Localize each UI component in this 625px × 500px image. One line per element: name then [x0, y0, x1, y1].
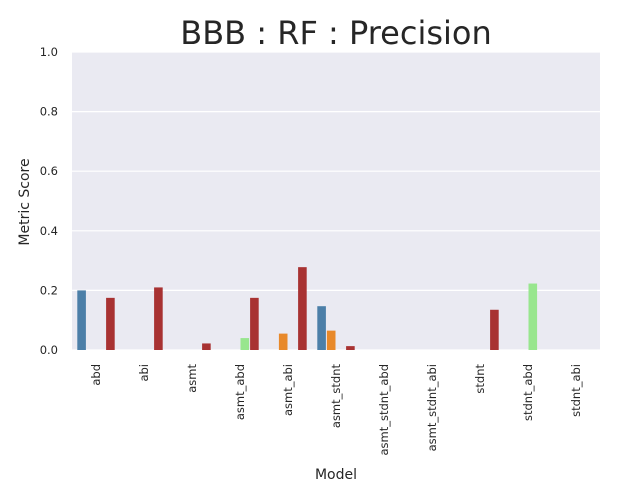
x-tick-label: asmt_stdnt_abd: [377, 364, 391, 456]
y-tick-label: 0.8: [40, 105, 58, 119]
bar-asmt-stdnt-1: [326, 330, 336, 350]
bar-asmt-3: [202, 343, 211, 350]
chart-title: BBB : RF : Precision: [180, 14, 492, 52]
x-tick-label: stdnt: [473, 364, 487, 394]
x-axis-label: Model: [315, 467, 357, 483]
y-axis-label: Metric Score: [17, 158, 33, 245]
x-tick-label: asmt: [185, 364, 199, 393]
bar-stdnt-3: [490, 309, 499, 350]
bar-asmt-abi-1: [278, 333, 288, 350]
bars: [77, 267, 538, 350]
y-tick-label: 0.4: [40, 224, 58, 238]
bar-asmt-stdnt-3: [346, 346, 355, 350]
x-tick-label: stdnt_abi: [569, 364, 583, 417]
bar-abd-0: [77, 290, 86, 350]
bar-abd-3: [106, 297, 115, 350]
plot-background: [72, 52, 600, 350]
x-tick-label: asmt_stdnt: [329, 364, 343, 429]
x-tick-labels: abd abi asmt asmt_abd asmt_abi asmt_stdnt asmt…: [89, 364, 583, 456]
bar-asmt-stdnt-0: [317, 306, 326, 350]
x-tick-label: asmt_abd: [233, 364, 247, 420]
bar-asmt-abd-3: [250, 297, 259, 350]
y-tick-label: 1.0: [40, 45, 58, 59]
x-tick-label: abi: [137, 364, 151, 382]
x-tick-label: stdnt_abd: [521, 364, 535, 421]
x-tick-label: abd: [89, 364, 103, 386]
bar-asmt-abd-2: [240, 338, 250, 350]
y-tick-labels: 0.0 0.2 0.4 0.6 0.8 1.0: [40, 45, 58, 357]
bar-stdnt-abd-2: [528, 283, 538, 350]
y-tick-label: 0.6: [40, 164, 58, 178]
bar-asmt-abi-3: [298, 267, 307, 350]
x-tick-label: asmt_stdnt_abi: [425, 364, 439, 451]
y-tick-label: 0.0: [40, 343, 58, 357]
y-tick-label: 0.2: [40, 283, 58, 297]
x-tick-label: asmt_abi: [281, 364, 295, 416]
bar-abi-3: [154, 287, 163, 350]
